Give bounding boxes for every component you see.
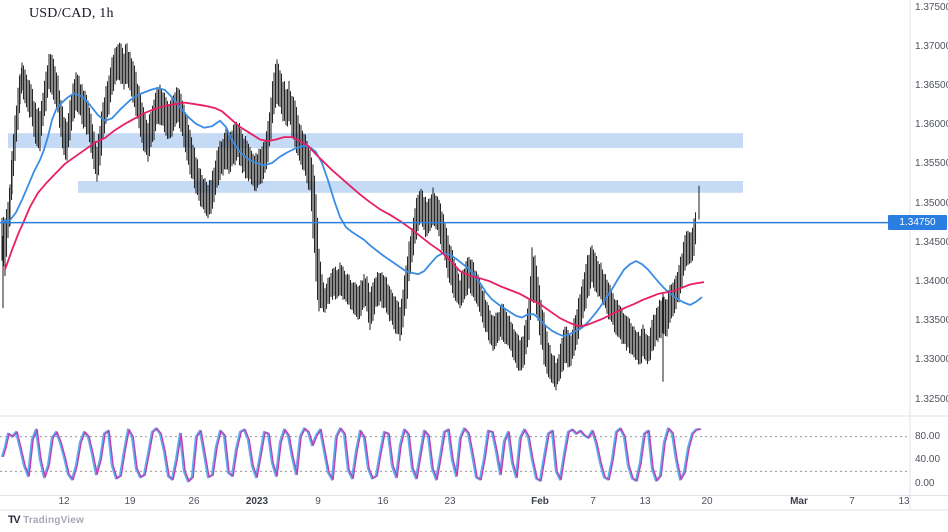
time-axis-label: 12: [58, 496, 70, 507]
time-axis-label: 13: [898, 496, 910, 507]
time-axis-label: 9: [315, 496, 321, 507]
ma-blue-line: [1, 86, 703, 338]
time-axis-label: 20: [701, 496, 713, 507]
price-line-label[interactable]: 1.34750: [888, 215, 947, 231]
price-axis-label: 1.35000: [915, 197, 948, 209]
price-axis-label: 1.32500: [915, 393, 948, 405]
tradingview-logo-icon: TV: [8, 514, 21, 526]
price-axis-label: 1.34500: [915, 236, 948, 248]
ma-pink-line: [4, 101, 705, 327]
time-axis-label: 7: [849, 496, 855, 507]
symbol-title: USD/CAD, 1h: [29, 6, 114, 21]
time-axis-label: Mar: [790, 496, 808, 507]
time-axis-label: Feb: [531, 496, 549, 507]
oscillator-axis-label: 40.00: [915, 454, 941, 466]
price-axis-label: 1.37000: [915, 40, 948, 52]
price-axis-label: 1.36500: [915, 79, 948, 91]
oscillator-axis-label: 80.00: [915, 431, 941, 443]
price-axis-label: 1.34000: [915, 275, 948, 287]
time-axis-label: 23: [444, 496, 456, 507]
price-axis-label: 1.33000: [915, 354, 948, 366]
price-axis-label: 1.37500: [915, 1, 948, 13]
price-axis-label: 1.35500: [915, 158, 948, 170]
time-axis-label: 13: [639, 496, 651, 507]
time-axis-label: 7: [590, 496, 596, 507]
time-axis-label: 19: [124, 496, 136, 507]
candlestick-series: [1, 42, 697, 391]
time-axis-label: 2023: [245, 496, 269, 507]
price-axis-label: 1.36000: [915, 119, 948, 131]
resistance-zone-1[interactable]: [8, 133, 743, 149]
oscillator-axis-label: 0.00: [915, 477, 935, 489]
tradingview-logo[interactable]: TV TradingView: [8, 512, 84, 528]
resistance-zone-2[interactable]: [78, 181, 743, 193]
tradingview-logo-text: TradingView: [23, 514, 84, 526]
time-axis-label: 26: [188, 496, 200, 507]
price-axis-label: 1.33500: [915, 315, 948, 327]
time-axis-label: 16: [377, 496, 389, 507]
stochastic-d-line: [2, 427, 702, 482]
